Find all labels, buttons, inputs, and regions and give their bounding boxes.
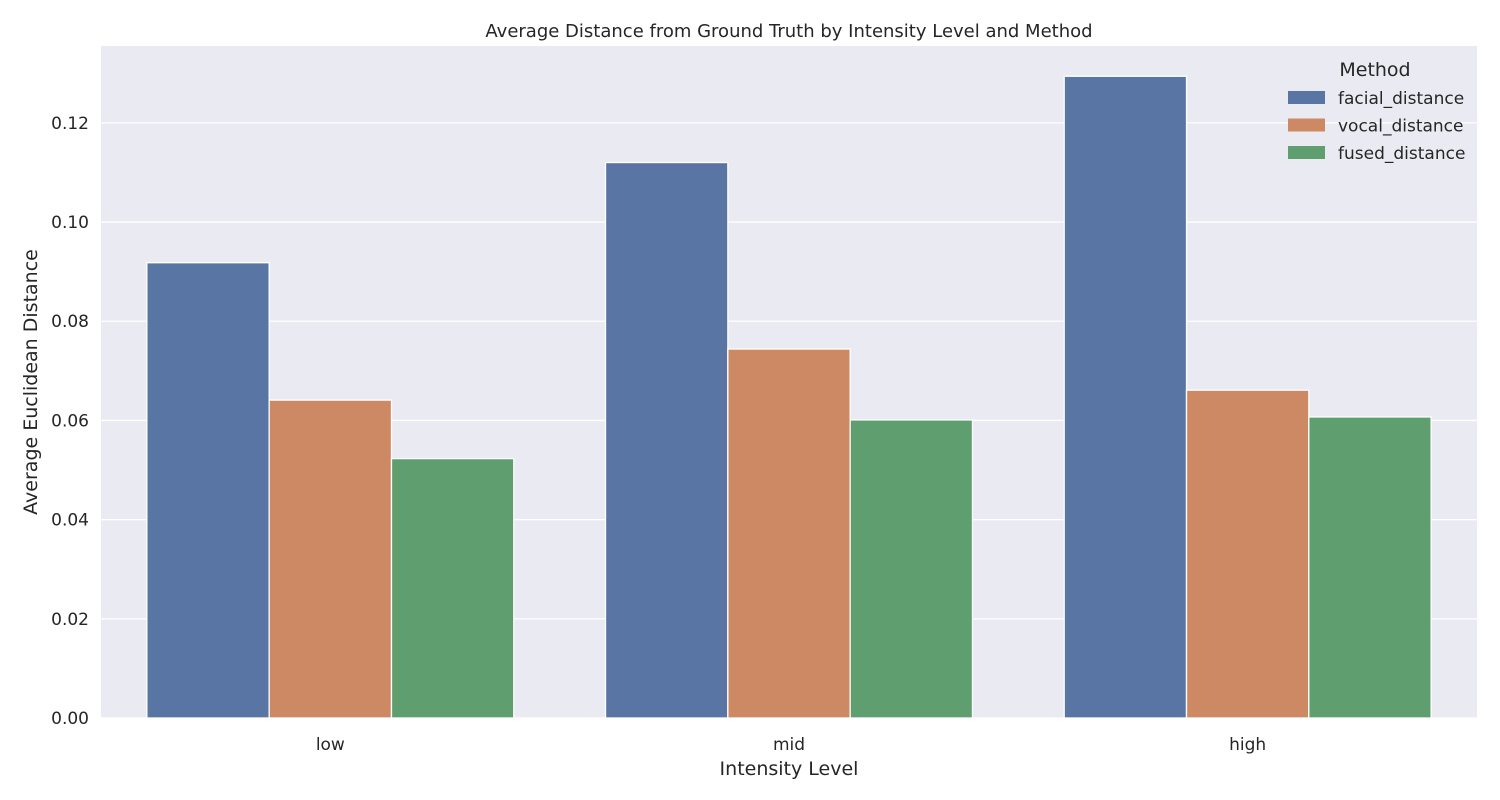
y-axis-label: Average Euclidean Distance (20, 249, 42, 515)
y-tick-label: 0.08 (51, 312, 89, 332)
legend-swatch-facial_distance (1288, 91, 1325, 104)
bar-vocal_distance-mid (727, 348, 851, 719)
x-axis-label: Intensity Level (720, 758, 859, 780)
x-tick-label: low (316, 735, 345, 755)
bars (146, 75, 1432, 719)
bar-fused_distance-low (390, 457, 515, 719)
x-tick-label: high (1229, 735, 1266, 755)
y-tick-labels: 0.00 0.02 0.04 0.06 0.08 0.10 0.12 (51, 114, 89, 729)
bar-fused_distance-high (1308, 416, 1432, 719)
legend: Method facial_distance vocal_distancefuse… (1288, 59, 1465, 164)
x-tick-label: mid (773, 735, 805, 755)
legend-swatch-vocal_distance (1288, 118, 1325, 132)
bar-facial_distance-mid (604, 161, 729, 719)
legend-label: vocal_distance (1338, 117, 1463, 137)
y-tick-label: 0.04 (51, 511, 89, 531)
y-tick-label: 0.02 (51, 610, 89, 630)
bar-vocal_distance-high (1185, 389, 1310, 719)
y-tick-label: 0.00 (51, 709, 89, 729)
y-tick-label: 0.12 (51, 114, 89, 134)
bar-vocal_distance-low (268, 399, 393, 719)
bar-facial_distance-low (146, 262, 270, 719)
legend-label: facial_distance (1338, 89, 1464, 109)
bar-fused_distance-mid (849, 419, 974, 719)
y-tick-label: 0.10 (51, 213, 89, 233)
legend-swatch-fused_distance (1288, 146, 1325, 159)
x-tick-labels: low mid high (316, 735, 1266, 755)
legend-title: Method (1339, 59, 1410, 81)
legend-label: fused_distance (1338, 144, 1465, 164)
y-tick-label: 0.06 (51, 411, 89, 431)
bar-facial_distance-high (1063, 75, 1188, 719)
legend-items: facial_distance vocal_distance fused_dista… (1288, 89, 1465, 164)
chart-title: Average Distance from Ground Truth by In… (485, 21, 1092, 42)
